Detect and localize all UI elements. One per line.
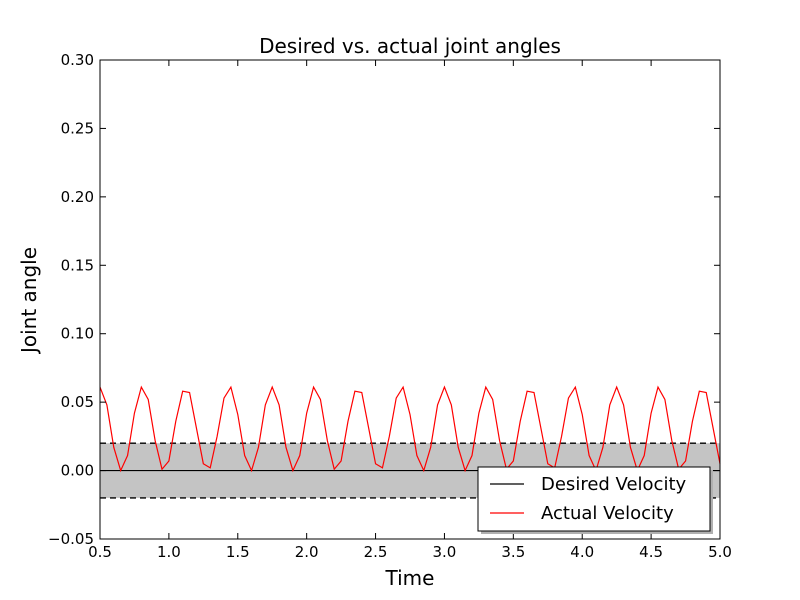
x-axis-label: Time: [385, 566, 435, 590]
y-tick-label: 0.30: [61, 51, 94, 69]
x-tick-label: 4.5: [639, 543, 663, 561]
x-tick-label: 1.0: [157, 543, 181, 561]
y-tick-label: 0.10: [61, 325, 94, 343]
legend-box: [477, 466, 711, 532]
y-tick-label: 0.05: [61, 393, 94, 411]
series-line-actual-velocity: [99, 385, 721, 473]
x-tick-label: 0.5: [88, 543, 112, 561]
x-tick-label: 2.0: [295, 543, 319, 561]
y-tick-label: 0.15: [61, 256, 94, 274]
y-tick-label: −0.05: [48, 530, 94, 548]
y-axis-label: Joint angle: [17, 247, 41, 355]
chart-title: Desired vs. actual joint angles: [259, 34, 561, 58]
legend-label-actual-velocity: Actual Velocity: [541, 503, 674, 524]
y-tick-label: 0.00: [61, 462, 94, 480]
y-tick-label: 0.20: [61, 188, 94, 206]
legend: Desired Velocity Actual Velocity: [477, 466, 713, 534]
y-tick-label: 0.25: [61, 119, 94, 137]
x-tick-label: 4.0: [570, 543, 594, 561]
x-tick-label: 1.5: [226, 543, 250, 561]
legend-label-desired-velocity: Desired Velocity: [541, 474, 686, 495]
x-tick-label: 3.5: [501, 543, 525, 561]
plot-frame: [99, 59, 721, 540]
tick-layer: 0.5 1.0 1.5 2.0 2.5 3.0 3.5 4.0 4.5 5.0 −0.05 0.00 0…: [48, 51, 732, 561]
x-tick-label: 3.0: [433, 543, 457, 561]
x-tick-label: 5.0: [708, 543, 732, 561]
x-tick-label: 2.5: [364, 543, 388, 561]
